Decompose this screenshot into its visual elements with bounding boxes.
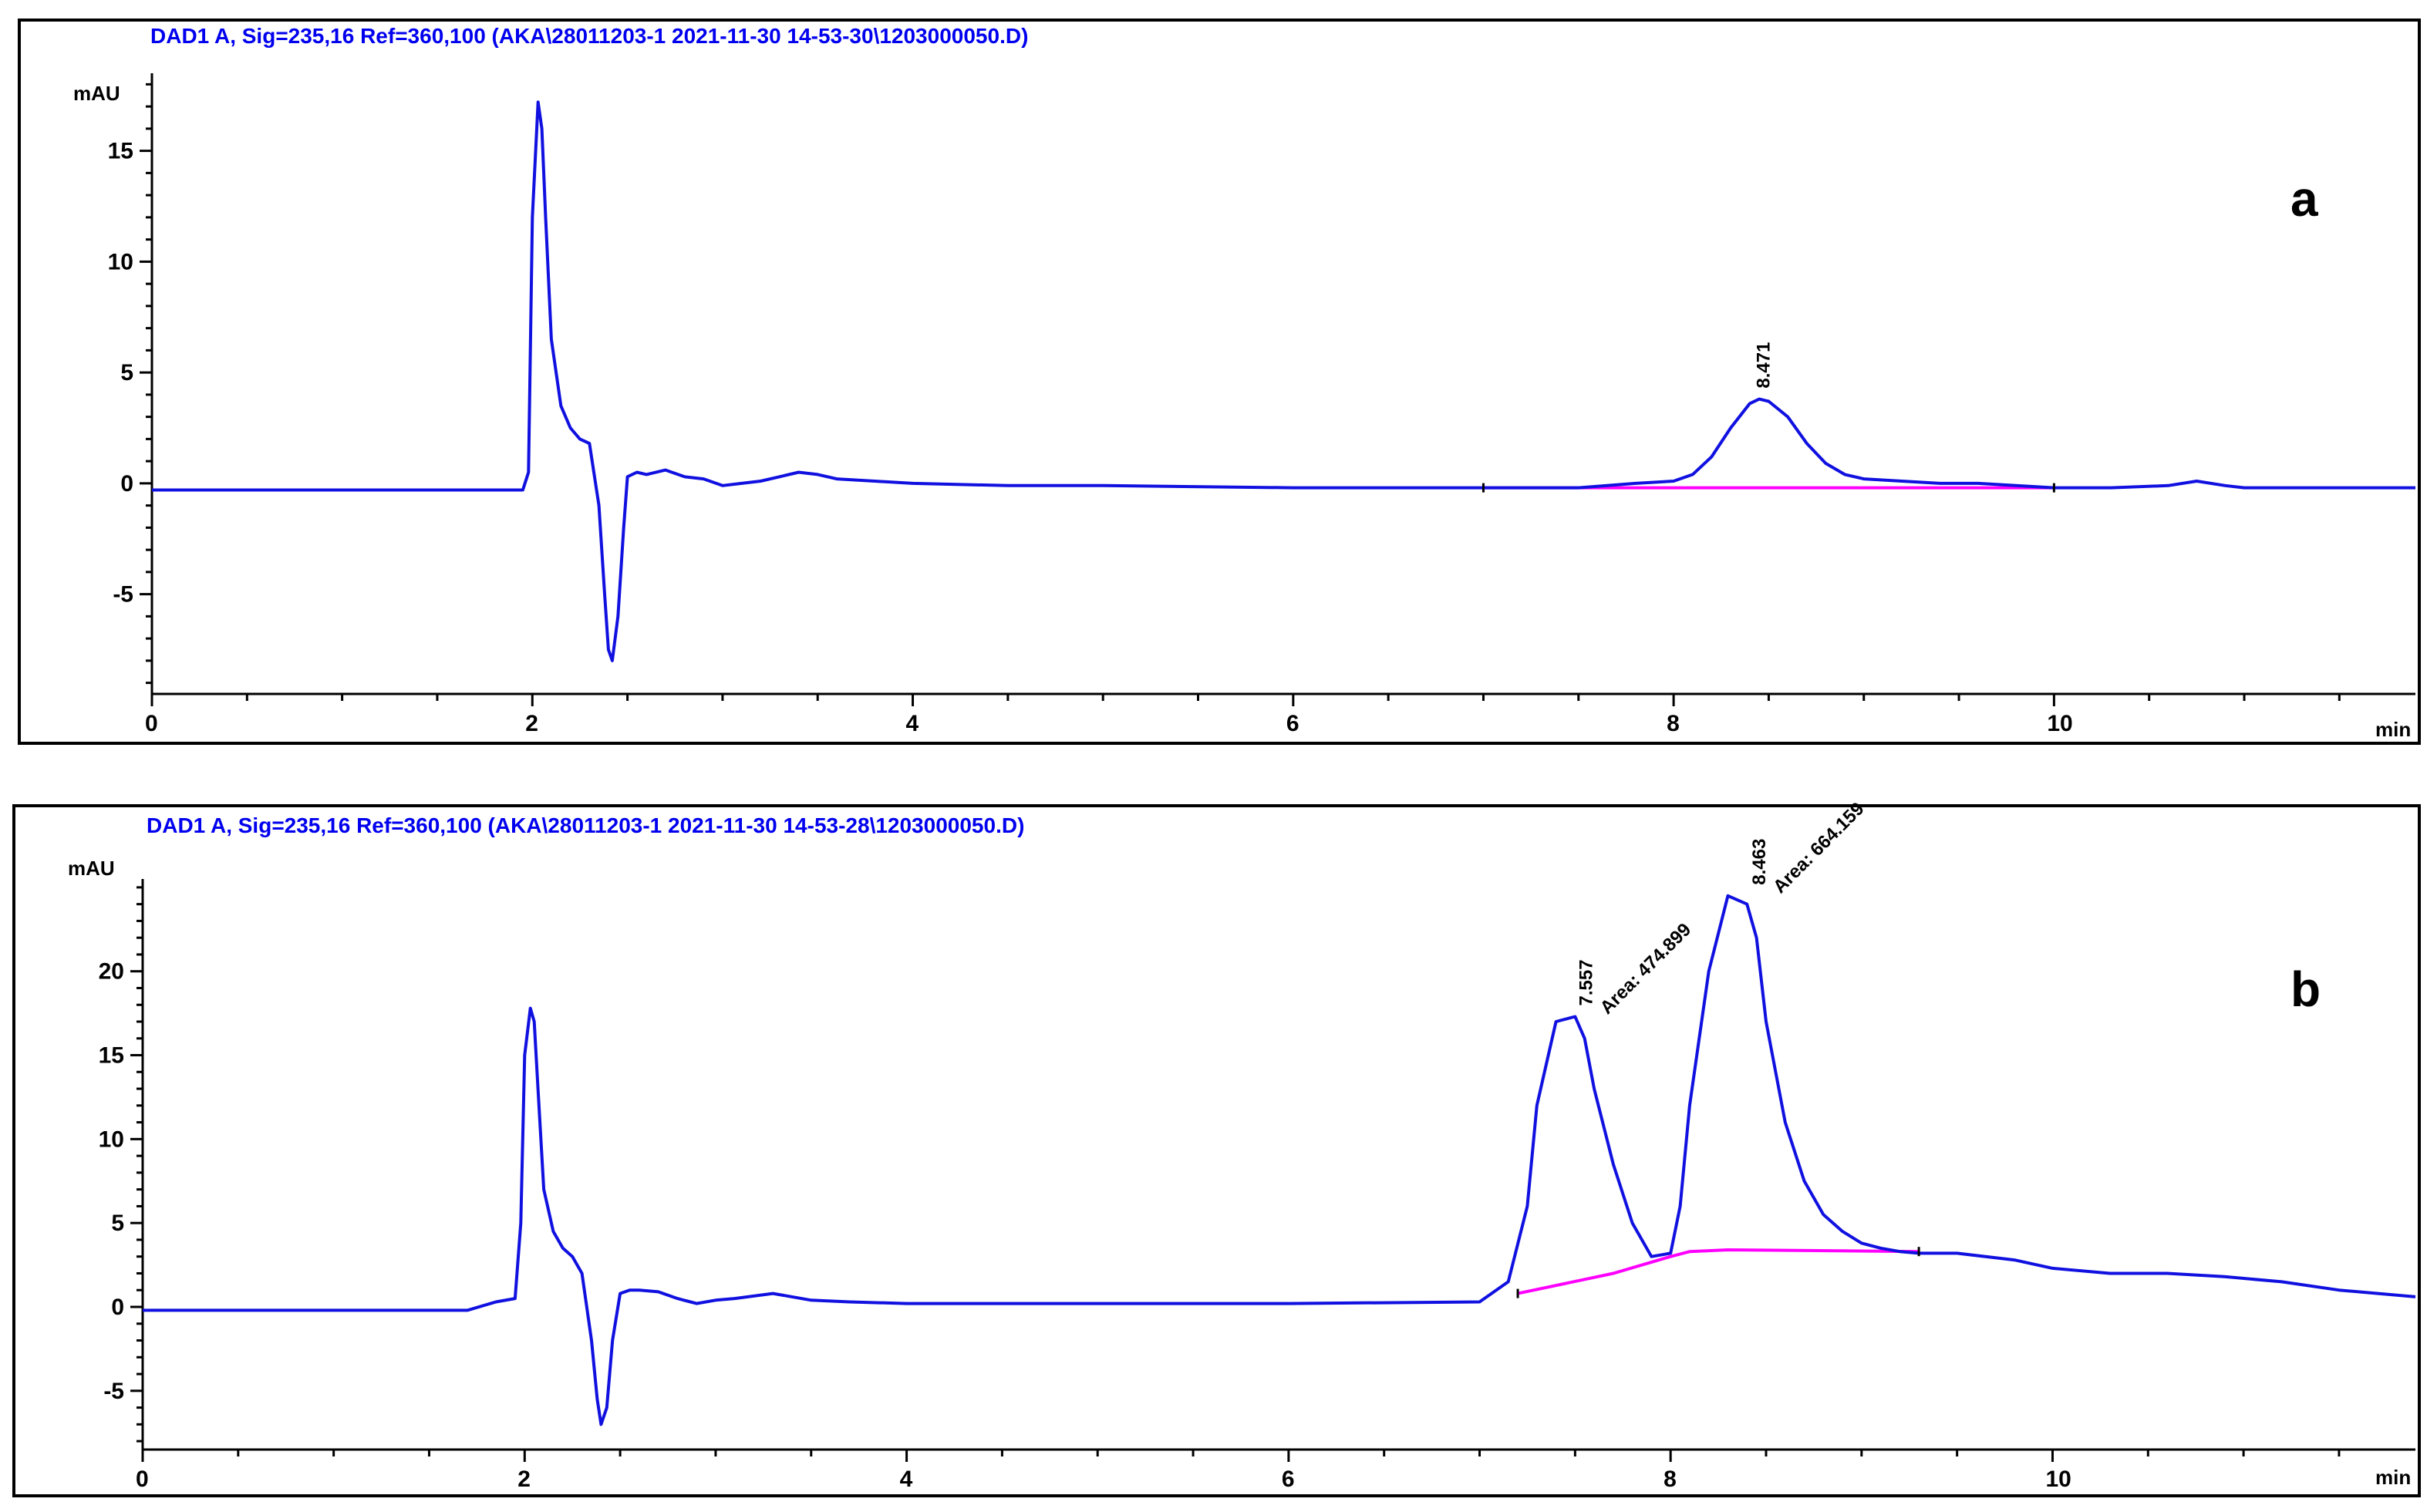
x-tick-label: 10 xyxy=(2047,711,2072,736)
panel-a-peak-labels: 8.471 xyxy=(1481,342,2055,493)
peak-retention-time-label: 8.471 xyxy=(1753,342,1774,389)
x-tick-label: 8 xyxy=(1667,711,1680,736)
y-tick-label: 5 xyxy=(111,1211,124,1236)
y-tick-label: 0 xyxy=(111,1295,124,1320)
x-tick-label: 0 xyxy=(136,1467,149,1492)
y-tick-label: 5 xyxy=(120,360,133,386)
panel-b-x-unit: min xyxy=(2375,1466,2411,1489)
x-tick-label: 2 xyxy=(525,711,538,736)
y-tick-label: 0 xyxy=(120,471,133,497)
panel-a-y-unit: mAU xyxy=(73,82,120,105)
x-tick-label: 6 xyxy=(1286,711,1299,736)
chromatogram-panel-b: DAD1 A, Sig=235,16 Ref=360,100 (AKA\2801… xyxy=(12,798,2421,1497)
y-tick-label: 10 xyxy=(99,1126,124,1152)
peak-area-label: Area: 664.159 xyxy=(1769,798,1869,897)
panel-a-ticks: 0 2 4 6 8 10 -5 0 5 10 15 xyxy=(108,83,2341,736)
panel-a-x-unit: min xyxy=(2375,718,2411,741)
y-tick-label: -5 xyxy=(113,582,133,608)
y-tick-label: -5 xyxy=(103,1379,124,1404)
panel-b-integration-baseline xyxy=(1517,1248,1920,1295)
panel-b-letter: b xyxy=(2290,961,2321,1017)
x-tick-label: 10 xyxy=(2045,1467,2071,1492)
panel-a-letter: a xyxy=(2290,171,2318,227)
panel-b-y-unit: mAU xyxy=(68,857,115,880)
y-tick-label: 15 xyxy=(99,1043,124,1069)
panel-b-header: DAD1 A, Sig=235,16 Ref=360,100 (AKA\2801… xyxy=(147,813,1024,837)
x-tick-label: 4 xyxy=(906,711,919,736)
panel-b-signal-trace xyxy=(143,894,2416,1426)
panel-a-frame xyxy=(18,19,2421,745)
peak-area-label: Area: 474.899 xyxy=(1596,919,1696,1019)
y-tick-label: 20 xyxy=(99,959,124,985)
x-tick-label: 6 xyxy=(1282,1467,1295,1492)
peak-retention-time-label: 7.557 xyxy=(1576,959,1596,1005)
x-tick-label: 2 xyxy=(517,1467,531,1492)
panel-b-peak-labels: 7.557 Area: 474.899 8.463 Area: 664.159 xyxy=(1516,798,1920,1298)
chromatogram-panel-a: DAD1 A, Sig=235,16 Ref=360,100 (AKA\2801… xyxy=(18,19,2421,745)
x-tick-label: 4 xyxy=(900,1467,913,1492)
y-tick-label: 15 xyxy=(108,139,133,164)
panel-b-ticks: 0 2 4 6 8 10 -5 0 5 10 15 20 xyxy=(99,886,2341,1492)
x-tick-label: 8 xyxy=(1664,1467,1677,1492)
peak-retention-time-label: 8.463 xyxy=(1749,839,1770,885)
y-tick-label: 10 xyxy=(108,249,133,274)
panel-b-frame xyxy=(12,804,2421,1497)
panel-a-signal-trace xyxy=(152,100,2415,662)
panel-a-header: DAD1 A, Sig=235,16 Ref=360,100 (AKA\2801… xyxy=(150,24,1028,48)
x-tick-label: 0 xyxy=(145,711,158,736)
